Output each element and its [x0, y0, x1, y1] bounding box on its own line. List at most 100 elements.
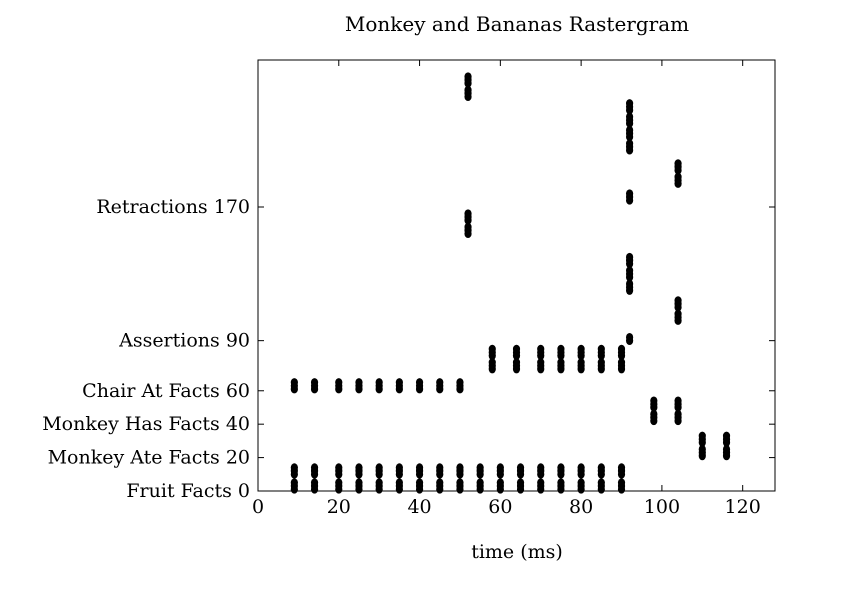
spike-marker — [464, 209, 472, 218]
spike-marker — [290, 478, 298, 487]
spike-marker — [650, 396, 658, 406]
spike-marker — [537, 463, 545, 472]
x-tick-label: 40 — [407, 496, 431, 518]
spike-marker — [617, 344, 626, 354]
spike-marker — [577, 478, 585, 487]
x-tick-label: 120 — [725, 496, 761, 518]
spike-marker — [415, 478, 424, 487]
spike-marker — [456, 478, 464, 487]
spike-marker — [674, 296, 682, 305]
spike-marker — [516, 478, 525, 487]
x-tick-label: 60 — [488, 496, 512, 518]
spike-marker — [625, 266, 634, 275]
plot-area — [257, 59, 776, 492]
spike-marker — [496, 463, 504, 472]
spike-marker — [625, 189, 634, 198]
spike-marker — [375, 478, 383, 487]
x-axis: 0 20 40 60 80 100 120 — [252, 60, 761, 518]
spike-marker — [476, 463, 484, 472]
y-tick-label: Monkey Ate Facts 20 — [48, 447, 250, 469]
spike-marker — [625, 252, 634, 262]
spike-marker — [395, 463, 403, 472]
spike-marker — [674, 309, 682, 319]
spike-marker — [415, 378, 424, 387]
x-tick-label: 80 — [569, 496, 593, 518]
spike-marker — [698, 431, 706, 441]
spike-marker — [537, 478, 545, 487]
spike-marker — [488, 344, 496, 354]
spike-marker — [597, 358, 605, 367]
x-tick-label: 0 — [252, 496, 264, 518]
spike-markers — [290, 72, 731, 494]
spike-marker — [557, 463, 565, 472]
spike-marker — [290, 463, 298, 472]
spike-marker — [617, 358, 626, 367]
chart-title: Monkey and Bananas Rastergram — [345, 12, 689, 36]
spike-marker — [496, 478, 504, 487]
spike-marker — [577, 463, 585, 472]
spike-marker — [597, 478, 605, 487]
spike-marker — [537, 358, 545, 367]
spike-marker — [674, 409, 682, 419]
spike-marker — [625, 139, 634, 148]
spike-marker — [476, 478, 484, 487]
spike-marker — [650, 409, 658, 419]
x-axis-label: time (ms) — [471, 541, 563, 563]
spike-marker — [557, 478, 565, 487]
spike-marker — [310, 478, 319, 487]
spike-marker — [512, 358, 521, 367]
spike-marker — [355, 478, 363, 487]
spike-marker — [310, 463, 319, 472]
spike-marker — [625, 112, 634, 122]
spike-marker — [512, 344, 521, 354]
spike-marker — [597, 344, 605, 354]
spike-marker — [464, 85, 472, 95]
spike-marker — [577, 358, 585, 367]
x-tick-label: 100 — [644, 496, 680, 518]
spike-marker — [577, 344, 585, 354]
spike-marker — [625, 279, 634, 289]
spike-marker — [395, 478, 403, 487]
spike-marker — [625, 125, 634, 135]
spike-marker — [722, 444, 731, 454]
spike-marker — [436, 478, 444, 487]
spike-marker — [456, 463, 464, 472]
spike-marker — [436, 378, 444, 387]
spike-marker — [335, 463, 343, 472]
y-tick-label: Chair At Facts 60 — [82, 380, 250, 402]
y-tick-label: Retractions 170 — [96, 196, 250, 218]
y-tick-label: Fruit Facts 0 — [126, 480, 250, 502]
spike-marker — [456, 378, 464, 387]
spike-marker — [310, 378, 319, 387]
spike-marker — [537, 344, 545, 354]
spike-marker — [488, 358, 496, 367]
spike-marker — [557, 344, 565, 354]
spike-marker — [355, 378, 363, 387]
spike-marker — [674, 159, 682, 168]
spike-marker — [557, 358, 565, 367]
spike-marker — [597, 463, 605, 472]
spike-marker — [335, 478, 343, 487]
spike-marker — [375, 378, 383, 387]
spike-marker — [698, 444, 706, 454]
x-tick-label: 20 — [327, 496, 351, 518]
spike-marker — [464, 72, 472, 82]
spike-marker — [290, 378, 298, 387]
spike-marker — [355, 463, 363, 472]
spike-marker — [395, 378, 403, 387]
spike-marker — [674, 396, 682, 406]
spike-marker — [375, 463, 383, 472]
y-axis: Fruit Facts 0 Monkey Ate Facts 20 Monkey H… — [42, 196, 775, 502]
spike-marker — [617, 463, 626, 472]
spike-marker — [722, 431, 731, 441]
spike-marker — [464, 222, 472, 232]
spike-marker — [674, 172, 682, 182]
y-tick-label: Monkey Has Facts 40 — [42, 413, 250, 435]
y-tick-label: Assertions 90 — [118, 330, 250, 352]
spike-marker — [436, 463, 444, 472]
spike-marker — [415, 463, 424, 472]
spike-marker — [625, 99, 634, 108]
spike-marker — [625, 333, 634, 342]
spike-marker — [335, 378, 343, 387]
